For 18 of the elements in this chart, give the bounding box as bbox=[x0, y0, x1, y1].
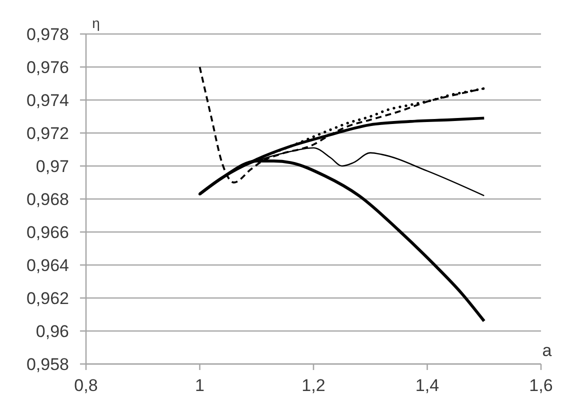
y-tick-label: 0,966 bbox=[26, 222, 69, 242]
x-tick-label: 1,2 bbox=[302, 376, 326, 395]
y-tick-label: 0,978 bbox=[26, 24, 69, 44]
y-axis-title: η bbox=[92, 15, 100, 31]
y-tick-label: 0,972 bbox=[26, 124, 69, 143]
x-axis-title: a bbox=[542, 341, 552, 360]
y-tick-label: 0,968 bbox=[26, 190, 69, 209]
y-tick-label: 0,962 bbox=[26, 288, 69, 308]
x-tick-label: 1,6 bbox=[529, 376, 553, 395]
x-tick-label: 1 bbox=[195, 376, 204, 395]
x-tick-label: 0,8 bbox=[74, 376, 98, 395]
y-tick-label: 0,97 bbox=[36, 156, 69, 176]
x-tick-label: 1,4 bbox=[415, 376, 440, 395]
y-tick-label: 0,976 bbox=[26, 58, 69, 77]
y-tick-label: 0,96 bbox=[36, 322, 69, 341]
y-tick-label: 0,974 bbox=[26, 90, 69, 110]
y-tick-label: 0,958 bbox=[26, 354, 69, 374]
y-tick-label: 0,964 bbox=[26, 256, 69, 275]
